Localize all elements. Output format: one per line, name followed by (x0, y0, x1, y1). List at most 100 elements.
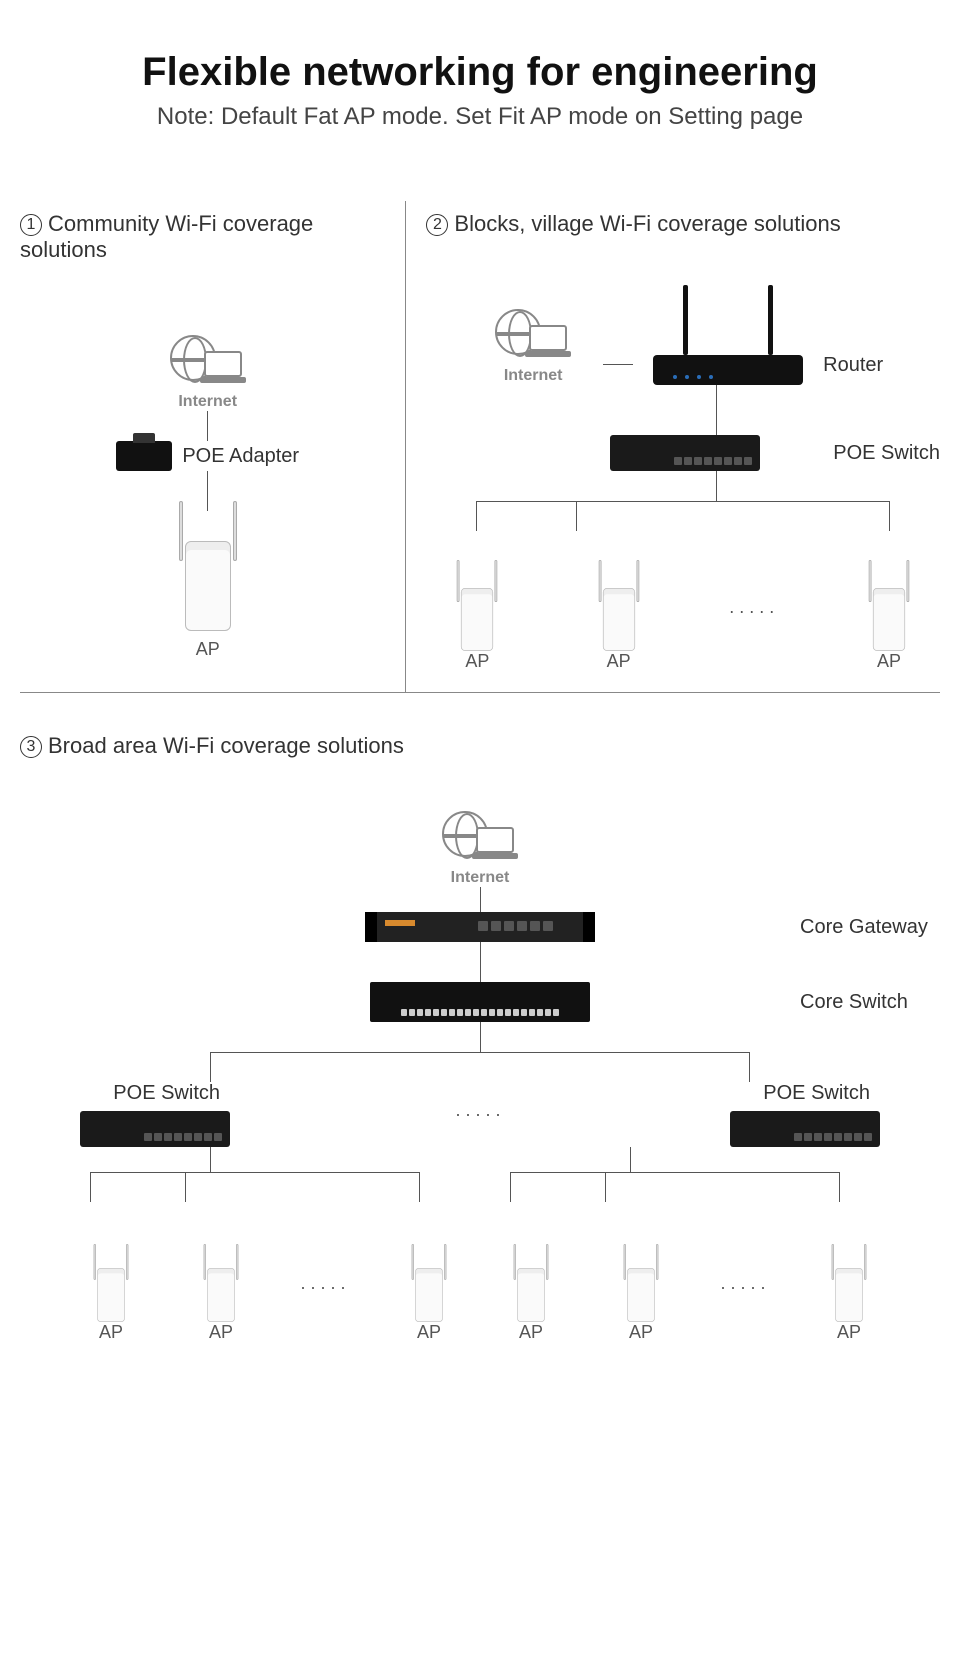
ellipsis: ····· (455, 1104, 505, 1125)
ap-label: AP (858, 651, 920, 672)
internet-label: Internet (420, 869, 540, 887)
ap-icon (830, 1250, 867, 1322)
core-switch-icon (370, 982, 590, 1022)
poe-switch-label: POE Switch (80, 1082, 230, 1105)
connector-line (716, 385, 717, 435)
connector-line (716, 471, 717, 501)
page-title: Flexible networking for engineering (20, 50, 940, 95)
branch-container (426, 501, 940, 531)
connector-line (210, 1052, 750, 1053)
ap-icon (456, 567, 499, 651)
ellipsis: ····· (300, 1277, 350, 1298)
ap-label: AP (610, 1322, 672, 1343)
ap-node: AP (858, 531, 920, 672)
section-1-title-text: Community Wi-Fi coverage solutions (20, 211, 313, 262)
section-1-title: 1Community Wi-Fi coverage solutions (20, 211, 395, 263)
connector-line (480, 942, 481, 982)
internet-node: Internet (148, 333, 268, 411)
poe-adapter-icon (116, 441, 172, 471)
poe-adapter-row: POE Adapter (20, 441, 395, 471)
core-gateway-label: Core Gateway (800, 916, 940, 939)
ap-icon (92, 1250, 129, 1322)
ap-icon (867, 567, 910, 651)
section-2: 2Blocks, village Wi-Fi coverage solution… (406, 201, 940, 692)
ap-node: AP (190, 1202, 252, 1343)
poe-switch-icon (610, 435, 760, 471)
router-icon (653, 355, 803, 385)
internet-node: Internet (483, 307, 583, 385)
ap-node: AP (610, 1202, 672, 1343)
ap-label: AP (398, 1322, 460, 1343)
ap-icon (622, 1250, 659, 1322)
ap-node: AP (588, 531, 650, 672)
section-3-title: 3 Broad area Wi-Fi coverage solutions (20, 733, 940, 759)
diagram-2: Internet Router POE Switch (426, 257, 940, 672)
diagram-1: Internet POE Adapter AP (20, 283, 395, 660)
ap-icon (410, 1250, 447, 1322)
connector-line (90, 1172, 420, 1173)
router-node (653, 355, 803, 385)
connector-line (476, 501, 890, 502)
internet-router-row: Internet Router (426, 307, 940, 385)
core-gateway-row: Core Gateway (20, 912, 940, 942)
connector-line (510, 1172, 511, 1202)
ap-row: AP AP ····· AP (80, 1202, 460, 1343)
ap-label: AP (80, 1322, 142, 1343)
ap-node: AP (80, 1202, 142, 1343)
connector-line (603, 364, 633, 365)
section-2-title: 2Blocks, village Wi-Fi coverage solution… (426, 211, 940, 237)
connector-line (207, 411, 208, 441)
internet-icon (493, 307, 573, 367)
ellipsis: ····· (720, 1277, 770, 1298)
connector-line (630, 1147, 631, 1172)
core-gateway-icon (365, 912, 595, 942)
connector-line (210, 1052, 211, 1082)
connector-line (749, 1052, 750, 1082)
ap-icon (512, 1250, 549, 1322)
page-subtitle: Note: Default Fat AP mode. Set Fit AP mo… (20, 103, 940, 131)
ap-icon (202, 1250, 239, 1322)
section-3-number: 3 (20, 736, 42, 758)
core-switch-label: Core Switch (800, 991, 940, 1014)
poe-switch-label: POE Switch (833, 442, 940, 465)
core-switch-row: Core Switch (20, 982, 940, 1022)
internet-icon (168, 333, 248, 393)
connector-line (480, 1022, 481, 1052)
connector-line (889, 501, 890, 531)
ap-row: AP AP ····· AP (426, 531, 940, 672)
connector-line (210, 1147, 211, 1172)
ap-label: AP (500, 1322, 562, 1343)
connector-line (90, 1172, 91, 1202)
internet-label: Internet (483, 367, 583, 385)
ap-label: AP (190, 1322, 252, 1343)
connector-line (510, 1172, 840, 1173)
ap-label: AP (818, 1322, 880, 1343)
section-3-title-text: Broad area Wi-Fi coverage solutions (48, 733, 404, 758)
page-root: Flexible networking for engineering Note… (0, 0, 960, 1403)
ap-node: AP (446, 531, 508, 672)
section-2-number: 2 (426, 214, 448, 236)
sub-branch-right: AP AP ····· AP (500, 1147, 880, 1343)
sub-branch-row: AP AP ····· AP (20, 1147, 940, 1343)
connector-line (419, 1172, 420, 1202)
poe-switch-icon (80, 1111, 230, 1147)
ap-node: AP (500, 1202, 562, 1343)
section-1: 1Community Wi-Fi coverage solutions Inte… (20, 201, 406, 692)
section-1-number: 1 (20, 214, 42, 236)
ap-row: AP AP ····· AP (500, 1202, 880, 1343)
branch-container (20, 1052, 940, 1082)
sub-branch-left: AP AP ····· AP (80, 1147, 460, 1343)
poe-switch-icon (730, 1111, 880, 1147)
internet-label: Internet (148, 393, 268, 411)
section-3: 3 Broad area Wi-Fi coverage solutions Int… (20, 693, 940, 1363)
ap-label: AP (446, 651, 508, 672)
poe-switch-label: POE Switch (730, 1082, 880, 1105)
poe-adapter-label: POE Adapter (182, 445, 299, 468)
internet-icon (440, 809, 520, 869)
ap-node: AP (398, 1202, 460, 1343)
ellipsis: ····· (729, 601, 779, 622)
connector-line (839, 1172, 840, 1202)
poe-switch-row: POE Switch (546, 435, 940, 471)
internet-node: Internet (420, 809, 540, 887)
top-row: 1Community Wi-Fi coverage solutions Inte… (20, 201, 940, 693)
